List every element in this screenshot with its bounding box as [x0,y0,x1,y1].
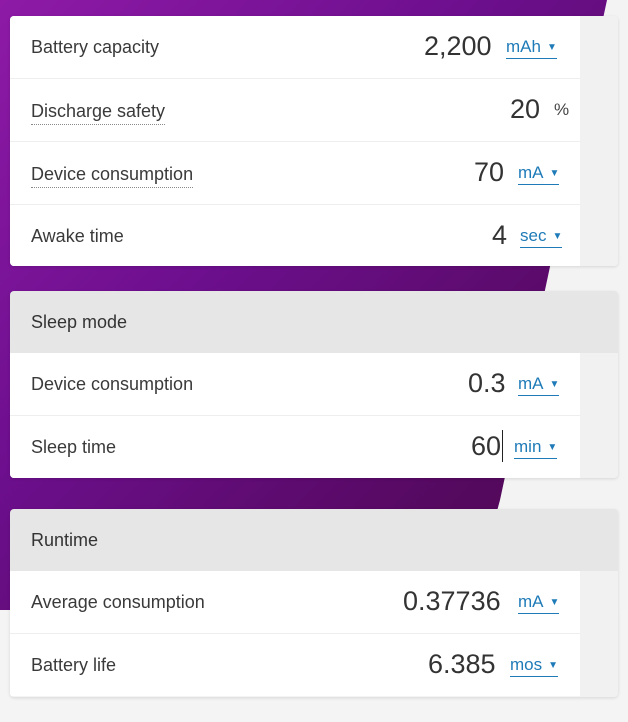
battery-life-unit-select[interactable]: mos ▼ [510,655,559,677]
device-consumption-unit-select[interactable]: mA ▼ [518,163,560,185]
average-consumption-value: 0.37736 [403,586,501,616]
device-consumption-label: Device consumption [31,164,194,188]
battery-life-row: Battery life 6.385 mos ▼ [10,634,580,696]
battery-capacity-unit: mAh [506,37,541,56]
caret-down-icon: ▼ [547,442,558,453]
sleep-device-consumption-row: Device consumption 0.3 mA ▼ [10,353,580,416]
average-consumption-row: Average consumption 0.37736 mA ▼ [10,571,580,634]
average-consumption-unit-select[interactable]: mA ▼ [518,592,560,614]
runtime-title: Runtime [31,529,99,550]
sleep-time-row: Sleep time 60 min ▼ [10,416,580,478]
sleep-time-unit: min [514,437,542,456]
awake-time-value[interactable]: 4 [492,220,508,250]
battery-capacity-row: Battery capacity 2,200 mAh ▼ [10,16,580,79]
awake-time-label: Awake time [31,226,124,246]
battery-life-unit: mos [510,655,543,674]
card-shade [580,16,618,266]
awake-time-unit-select[interactable]: sec ▼ [520,226,563,248]
discharge-safety-label: Discharge safety [31,101,166,125]
text-cursor [502,430,503,462]
sleep-device-consumption-value[interactable]: 0.3 [468,368,506,398]
caret-down-icon: ▼ [548,660,559,671]
caret-down-icon: ▼ [549,168,560,179]
device-consumption-unit: mA [518,163,544,182]
caret-down-icon: ▼ [549,379,560,390]
sleep-mode-title: Sleep mode [31,311,128,332]
battery-capacity-unit-select[interactable]: mAh ▼ [506,37,557,59]
runtime-card: Runtime Average consumption 0.37736 mA ▼ … [10,509,618,697]
sleep-time-label: Sleep time [31,437,117,457]
discharge-safety-unit: % [554,100,570,119]
device-consumption-row: Device consumption 70 mA ▼ [10,142,580,205]
sleep-time-unit-select[interactable]: min ▼ [514,437,558,459]
average-consumption-label: Average consumption [31,592,205,612]
sleep-mode-header: Sleep mode [10,291,618,353]
awake-time-row: Awake time 4 sec ▼ [10,205,580,266]
battery-life-value: 6.385 [428,649,496,679]
discharge-safety-value[interactable]: 20 [510,94,541,124]
sleep-time-value[interactable]: 60 [471,431,502,461]
caret-down-icon: ▼ [549,597,560,608]
runtime-header: Runtime [10,509,618,571]
discharge-safety-row: Discharge safety 20 % [10,79,580,142]
caret-down-icon: ▼ [546,42,557,53]
general-card: Battery capacity 2,200 mAh ▼ Discharge sa… [10,16,618,266]
caret-down-icon: ▼ [552,231,563,242]
sleep-mode-card: Sleep mode Device consumption 0.3 mA ▼ Sl… [10,291,618,478]
awake-time-unit: sec [520,226,547,245]
sleep-device-consumption-label: Device consumption [31,374,194,394]
battery-capacity-label: Battery capacity [31,37,160,57]
average-consumption-unit: mA [518,592,544,611]
sleep-device-consumption-unit-select[interactable]: mA ▼ [518,374,560,396]
device-consumption-value[interactable]: 70 [474,157,505,187]
battery-capacity-value[interactable]: 2,200 [424,31,492,61]
battery-life-label: Battery life [31,655,117,675]
sleep-device-consumption-unit: mA [518,374,544,393]
